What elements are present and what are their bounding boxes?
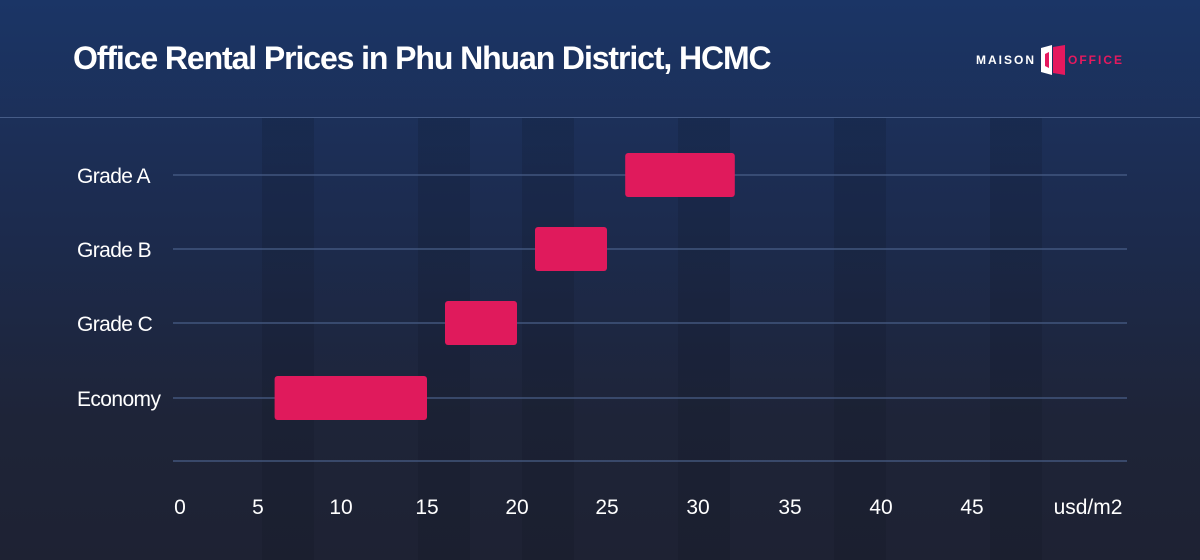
range-bar <box>445 301 517 345</box>
range-bar <box>625 153 735 197</box>
x-tick-label: 20 <box>505 496 528 519</box>
x-unit-label: usd/m2 <box>1054 496 1123 519</box>
x-tick-label: 35 <box>778 496 801 519</box>
background-band <box>990 118 1042 560</box>
x-tick-label: 10 <box>329 496 352 519</box>
brand-logo: MAISON OFFICE <box>976 45 1124 75</box>
logo-text-left: MAISON <box>976 53 1036 67</box>
category-label: Grade A <box>77 165 150 188</box>
header-divider <box>0 117 1200 118</box>
logo-text-right: OFFICE <box>1068 53 1124 67</box>
x-tick-label: 40 <box>869 496 892 519</box>
background-band <box>834 118 886 560</box>
x-tick-label: 5 <box>252 496 264 519</box>
door-logo-icon <box>1041 45 1065 75</box>
x-tick-label: 0 <box>174 496 186 519</box>
x-tick-label: 45 <box>960 496 983 519</box>
x-tick-label: 30 <box>686 496 709 519</box>
category-label: Grade C <box>77 313 153 336</box>
page-title: Office Rental Prices in Phu Nhuan Distri… <box>73 40 772 76</box>
category-label: Grade B <box>77 239 151 262</box>
range-bar <box>274 376 427 420</box>
background-band <box>522 118 574 560</box>
category-label: Economy <box>77 388 161 411</box>
background-band <box>262 118 314 560</box>
x-tick-label: 15 <box>415 496 438 519</box>
x-tick-label: 25 <box>595 496 618 519</box>
range-bar <box>535 227 607 271</box>
